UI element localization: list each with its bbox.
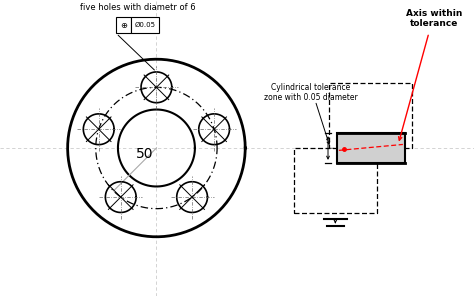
Text: Axis within
tolerance: Axis within tolerance bbox=[406, 9, 462, 28]
Bar bbox=[337, 133, 405, 163]
Text: 50: 50 bbox=[136, 147, 153, 161]
Text: Cylindrical tolerance
zone with 0.05 diameter: Cylindrical tolerance zone with 0.05 dia… bbox=[264, 83, 357, 102]
Text: ⊕: ⊕ bbox=[120, 21, 127, 30]
Bar bbox=[131, 17, 159, 33]
Text: five holes with diametr of 6: five holes with diametr of 6 bbox=[80, 3, 195, 12]
Bar bbox=[116, 17, 131, 33]
Text: Ø0.05: Ø0.05 bbox=[135, 22, 155, 28]
Bar bbox=[294, 148, 377, 213]
Bar bbox=[329, 83, 412, 148]
